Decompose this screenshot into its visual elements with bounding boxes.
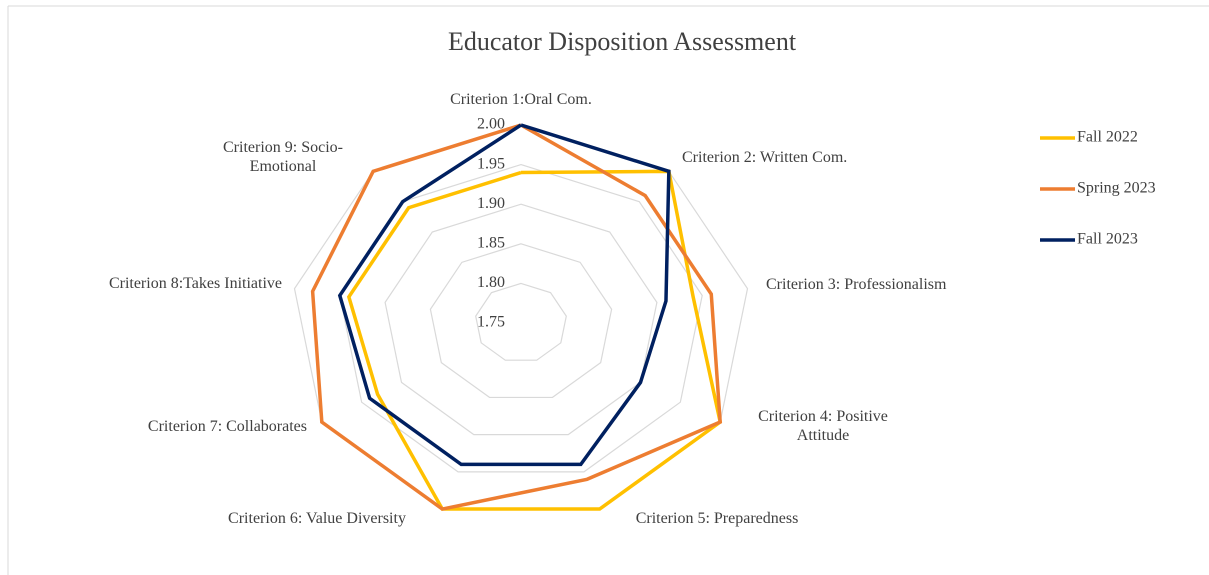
- category-label: Criterion 4: Positive Attitude: [758, 408, 888, 444]
- series-line: [346, 169, 723, 511]
- chart-title: Educator Disposition Assessment: [448, 27, 797, 56]
- tick-label: 2.00: [477, 116, 505, 133]
- category-label: Criterion 1:Oral Com.: [450, 91, 592, 108]
- tick-label: 1.95: [477, 155, 505, 172]
- grid-ring: [475, 282, 567, 361]
- category-label: Criterion 5: Preparedness: [635, 510, 799, 527]
- category-label: Criterion 9: Socio-Emotional: [223, 139, 343, 175]
- series-line: [310, 123, 723, 511]
- grid-ring: [429, 243, 613, 399]
- legend-label: Fall 2022: [1077, 129, 1138, 146]
- tick-label: 1.75: [477, 314, 505, 331]
- category-label: Criterion 3: Professionalism: [766, 276, 947, 293]
- series-line: [337, 123, 671, 467]
- legend-label: Fall 2023: [1077, 231, 1138, 248]
- category-label: Criterion 8:Takes Initiative: [108, 275, 282, 292]
- grid-ring: [384, 203, 658, 436]
- tick-label: 1.85: [477, 234, 505, 251]
- tick-label: 1.90: [477, 195, 505, 212]
- category-label: Criterion 2: Written Com.: [682, 149, 848, 166]
- legend-label: Spring 2023: [1077, 180, 1156, 197]
- tick-label: 1.80: [477, 274, 505, 291]
- category-label: Criterion 7: Collaborates: [147, 418, 307, 435]
- category-label: Criterion 6: Value Diversity: [228, 510, 406, 527]
